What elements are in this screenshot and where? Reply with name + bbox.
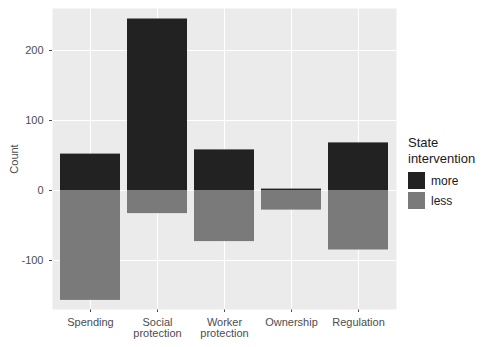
svg-text:Socialprotection: Socialprotection (133, 316, 181, 339)
svg-text:Regulation: Regulation (332, 316, 385, 328)
svg-text:Spending: Spending (67, 316, 114, 328)
svg-text:0: 0 (37, 184, 43, 196)
svg-text:-100: -100 (21, 254, 43, 266)
svg-text:Workerprotection: Workerprotection (200, 316, 248, 339)
html-text:State intervention: State intervention (408, 134, 476, 166)
html-text:more: more (431, 173, 459, 188)
svg-text:Count: Count (8, 144, 20, 173)
svg-text:200: 200 (25, 44, 43, 56)
html-text:less: less (431, 193, 453, 208)
svg-text:100: 100 (25, 114, 43, 126)
svg-text:Ownership: Ownership (265, 316, 318, 328)
